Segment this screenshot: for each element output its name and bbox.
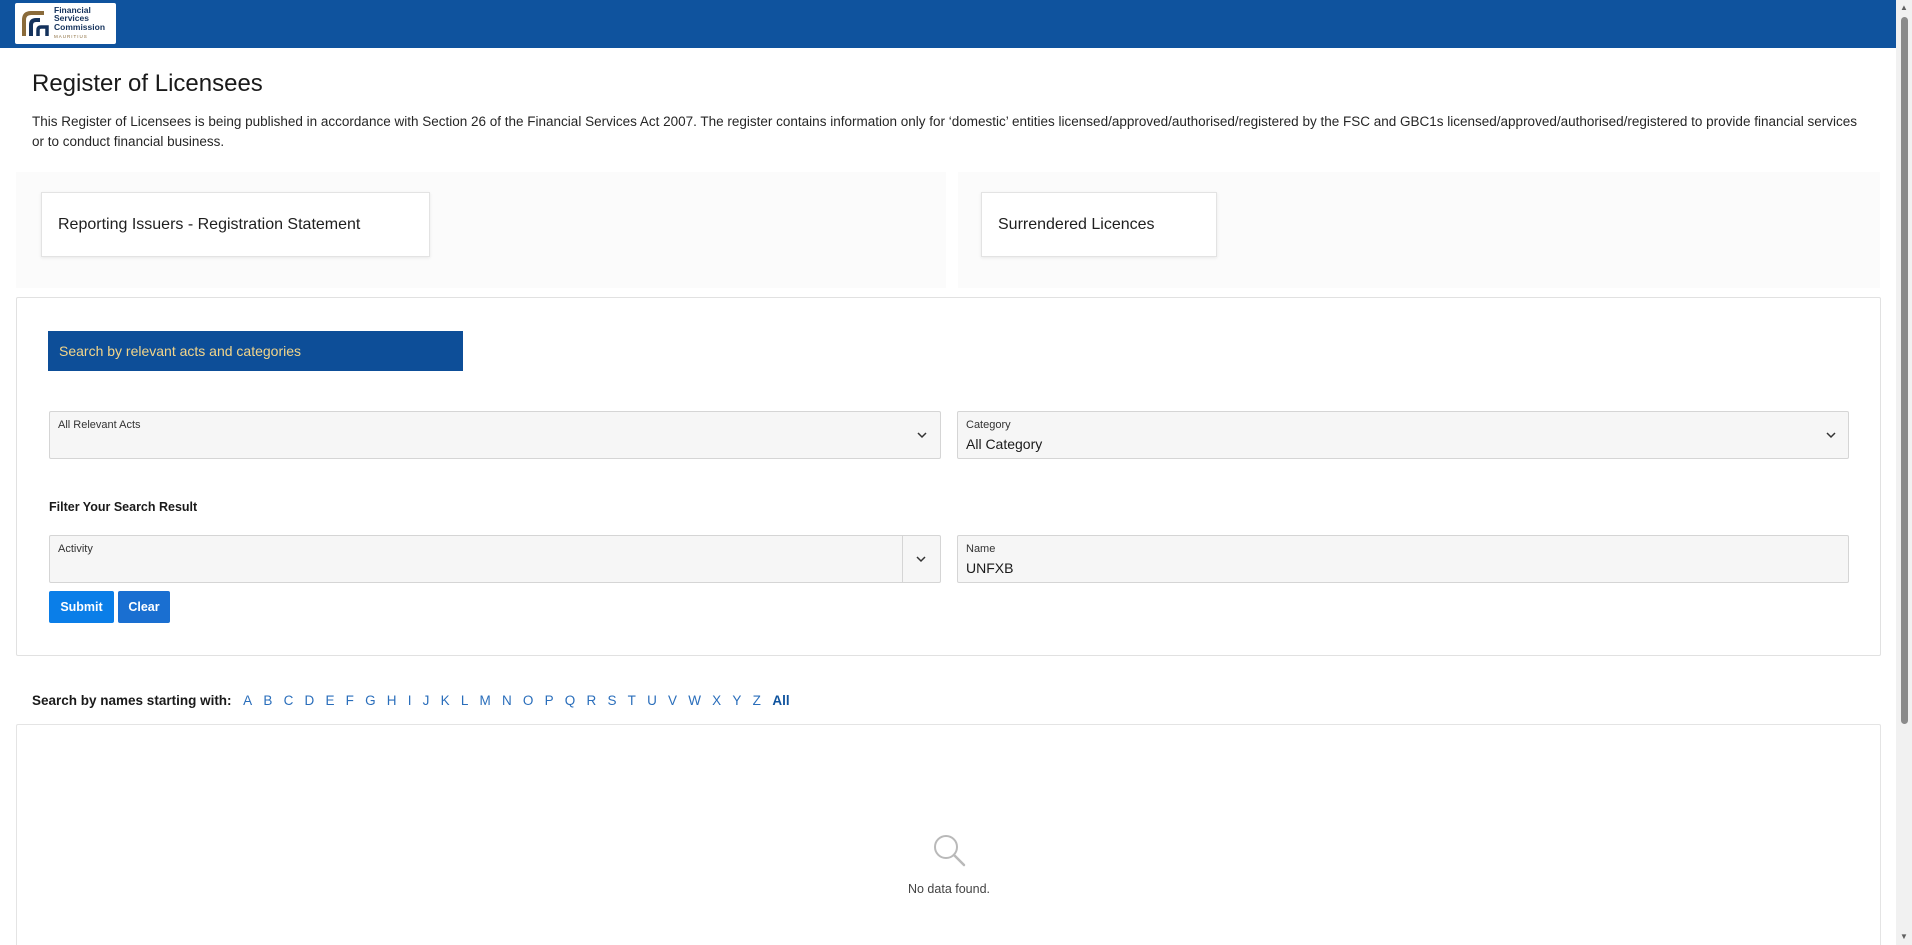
- card-reporting-issuers-label: Reporting Issuers - Registration Stateme…: [58, 215, 361, 233]
- letter-link-l[interactable]: L: [460, 692, 469, 708]
- clear-button[interactable]: Clear: [118, 591, 170, 623]
- relevant-acts-select[interactable]: All Relevant Acts: [49, 411, 941, 459]
- letter-link-i[interactable]: I: [407, 692, 412, 708]
- results-panel: [16, 724, 1881, 945]
- letter-link-m[interactable]: M: [479, 692, 491, 708]
- letter-link-w[interactable]: W: [688, 692, 701, 708]
- letter-link-x[interactable]: X: [712, 692, 722, 708]
- letter-link-o[interactable]: O: [522, 692, 534, 708]
- letter-link-k[interactable]: K: [440, 692, 450, 708]
- letter-link-s[interactable]: S: [607, 692, 617, 708]
- search-panel-heading: Search by relevant acts and categories: [48, 331, 463, 371]
- activity-select[interactable]: Activity: [49, 535, 941, 583]
- letter-link-e[interactable]: E: [325, 692, 335, 708]
- card-reporting-issuers[interactable]: Reporting Issuers - Registration Stateme…: [41, 192, 430, 257]
- letter-link-t[interactable]: T: [627, 692, 636, 708]
- letter-link-g[interactable]: G: [365, 692, 376, 708]
- logo-subtitle: MAURITIUS: [54, 33, 88, 39]
- letter-link-z[interactable]: Z: [752, 692, 761, 708]
- letter-link-u[interactable]: U: [647, 692, 657, 708]
- scrollbar-thumb[interactable]: [1901, 17, 1908, 724]
- filter-title: Filter Your Search Result: [49, 500, 198, 514]
- letter-link-a[interactable]: A: [243, 692, 253, 708]
- letter-link-f[interactable]: F: [345, 692, 354, 708]
- search-icon: [934, 835, 966, 867]
- category-select[interactable]: Category All Category: [957, 411, 1849, 459]
- card-surrendered-licences-label: Surrendered Licences: [998, 215, 1155, 233]
- letter-link-h[interactable]: H: [386, 692, 397, 708]
- fsc-logo[interactable]: Financial Services Commission MAURITIUS: [15, 3, 116, 44]
- fsc-logo-icon: [22, 10, 49, 36]
- logo-line-2: Services: [54, 13, 89, 24]
- letter-link-n[interactable]: N: [501, 692, 512, 708]
- submit-button[interactable]: Submit: [49, 591, 114, 623]
- letter-link-b[interactable]: B: [263, 692, 273, 708]
- activity-label: Activity: [58, 543, 93, 555]
- letter-link-p[interactable]: P: [544, 692, 554, 708]
- category-label: Category: [966, 419, 1011, 431]
- logo-line-1: Financial: [54, 4, 91, 15]
- category-value: All Category: [966, 436, 1043, 452]
- letter-link-q[interactable]: Q: [564, 692, 576, 708]
- name-field[interactable]: Name UNFXB: [957, 535, 1849, 583]
- letter-link-v[interactable]: V: [668, 692, 678, 708]
- logo-text: Financial Services Commission MAURITIUS: [54, 6, 105, 41]
- letter-link-d[interactable]: D: [304, 692, 315, 708]
- logo-line-3: Commission: [54, 22, 106, 32]
- name-value[interactable]: UNFXB: [966, 560, 1014, 576]
- scroll-down-icon[interactable]: ▼: [1900, 932, 1908, 941]
- relevant-acts-label: All Relevant Acts: [58, 419, 141, 431]
- letter-link-r[interactable]: R: [586, 692, 597, 708]
- chevron-down-icon[interactable]: [914, 552, 928, 566]
- page-title: Register of Licensees: [32, 70, 263, 97]
- name-label: Name: [966, 543, 996, 555]
- letter-link-all[interactable]: All: [772, 692, 790, 708]
- activity-divider: [902, 536, 903, 582]
- chevron-down-icon: [917, 432, 927, 439]
- letter-link-c[interactable]: C: [283, 692, 294, 708]
- scroll-up-icon[interactable]: ▲: [1900, 3, 1908, 12]
- top-bar: Financial Services Commission MAURITIUS: [0, 0, 1896, 48]
- chevron-down-icon: [1826, 432, 1836, 439]
- alphabet-filter: Search by names starting with: A B C D E…: [32, 690, 790, 710]
- card-surrendered-licences[interactable]: Surrendered Licences: [981, 192, 1217, 257]
- intro-text: This Register of Licensees is being publ…: [32, 114, 1857, 149]
- letter-link-y[interactable]: Y: [732, 692, 742, 708]
- letter-link-j[interactable]: J: [422, 692, 430, 708]
- alphabet-filter-label: Search by names starting with:: [32, 692, 232, 708]
- no-data-message: No data found.: [907, 882, 990, 896]
